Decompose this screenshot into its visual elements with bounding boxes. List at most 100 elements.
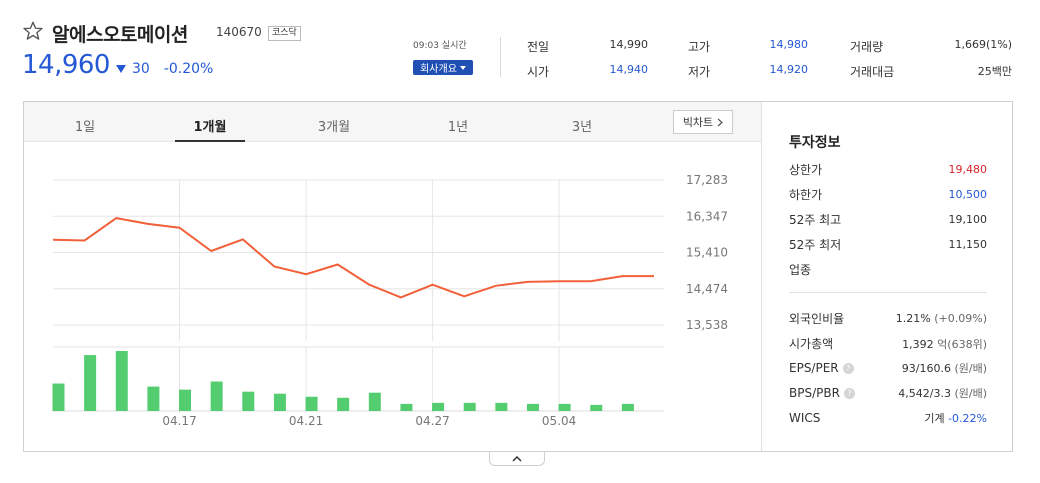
tab-1month[interactable]: 1개월 [193,120,227,135]
invest-label: 하한가 [789,188,823,202]
invest-row-foreign-ratio: 외국인비율 1.21% (+0.09%) [789,310,987,327]
summary-label-volume: 거래량 [850,40,884,54]
bps-pbr-value: 4,542/3.3 [898,387,951,400]
volume-bar [305,396,318,411]
invest-label: 시가총액 [789,337,834,351]
summary-label-high: 고가 [688,40,711,54]
bps-pbr-unit: (원/배) [954,387,987,400]
volume-bar [495,402,508,411]
volume-bar [273,393,286,411]
price-line [52,217,654,299]
invest-label: 외국인비율 [789,312,845,326]
invest-row-upper-limit: 상한가 19,480 [789,161,987,178]
volume-bar [179,389,192,411]
volume-bar [242,391,255,411]
invest-row-lower-limit: 하한가 10,500 [789,186,987,203]
x-tick-label: 04.17 [162,414,196,428]
x-tick-label: 04.27 [415,414,449,428]
invest-row-market-cap: 시가총액 1,392 억(638위) [789,335,987,352]
active-tab-underline [175,140,245,142]
invest-value: 10,500 [948,188,988,201]
x-tick-label: 05.04 [542,414,576,428]
side-divider [761,102,762,451]
volume-bar [463,402,476,411]
foreign-ratio-value: 1.21% [895,312,931,325]
volume-bar [558,403,571,411]
summary-label-trade-value: 거래대금 [850,65,895,79]
foreign-ratio-change: (+0.09%) [934,312,987,325]
help-icon[interactable]: ? [843,388,855,399]
caret-down-icon [459,65,466,70]
collapse-toggle[interactable] [489,452,545,466]
volume-bar [526,403,539,411]
tab-3year[interactable]: 3년 [571,120,593,135]
current-price: 14,960 [22,50,110,80]
help-icon[interactable]: ? [842,363,854,374]
market-badge: 코스닥 [268,26,301,41]
volume-bar [115,351,128,411]
y-tick-label: 14,474 [686,282,728,296]
summary-value-open: 14,940 [609,63,649,76]
big-chart-label: 빅차트 [682,116,714,129]
x-tick-label: 04.21 [289,414,323,428]
summary-value-trade-value: 25백만 [977,65,1012,78]
down-triangle-icon [116,65,126,73]
invest-row-eps-per: EPS/PER? 93/160.6 (원/배) [789,360,987,376]
chevron-up-icon [512,455,522,462]
y-tick-label: 13,538 [686,318,728,332]
invest-row-wics: WICS 기계 -0.22% [789,410,987,426]
volume-bar [432,402,445,411]
stock-name: 알에스오토메이션 [52,24,188,46]
invest-value: 11,150 [948,238,988,251]
summary-value-prev-close: 14,990 [609,38,649,51]
summary-value-low: 14,920 [769,63,809,76]
volume-bar [400,403,413,411]
invest-value: 19,480 [948,163,988,176]
summary-label-prev-close: 전일 [527,40,550,54]
market-cap-rank: (638위) [947,337,987,351]
wics-sector[interactable]: 기계 [924,412,945,425]
invest-value: 19,100 [948,213,988,226]
volume-bar [337,397,350,411]
invest-label: 52주 최저 [789,238,842,252]
volume-bar [590,404,603,411]
summary-label-low: 저가 [688,65,711,79]
invest-label: WICS [789,411,821,425]
big-chart-button[interactable]: 빅차트 [673,110,733,134]
invest-separator [789,292,987,293]
favorite-star-icon[interactable] [22,20,44,42]
volume-bar [621,403,634,411]
invest-label: 52주 최고 [789,213,842,227]
chart-panel [23,101,1013,452]
volume-bar [210,381,223,411]
volume-bar [368,392,381,411]
market-cap-unit: 억 [937,337,948,351]
volume-bar [84,355,97,411]
eps-per-unit: (원/배) [954,362,987,375]
company-overview-button[interactable]: 회사개요 [413,60,473,75]
invest-label: 업종 [789,263,812,277]
stock-code: 140670 [216,25,262,39]
invest-label: BPS/PBR [789,386,840,400]
volume-bar [52,383,65,411]
change-amount: 30 [132,61,150,77]
chevron-right-icon [717,118,724,126]
company-overview-label: 회사개요 [420,64,457,75]
y-tick-label: 17,283 [686,173,728,187]
invest-label: EPS/PER [789,361,839,375]
wics-rate: -0.22% [948,412,987,425]
y-tick-label: 16,347 [686,209,728,223]
eps-per-value: 93/160.6 [901,362,951,375]
summary-value-volume: 1,669(1%) [954,38,1012,51]
summary-value-high: 14,980 [769,38,809,51]
price-chart: 17,283 16,347 15,410 14,474 13,538 04.17 04.21… [52,173,728,428]
invest-row-bps-pbr: BPS/PBR? 4,542/3.3 (원/배) [789,385,987,401]
invest-info-title: 투자정보 [789,135,841,151]
y-tick-label: 15,410 [686,246,728,260]
summary-label-open: 시가 [527,65,550,79]
invest-row-industry: 업종 [789,261,987,278]
tab-1year[interactable]: 1년 [447,120,469,135]
tab-3month[interactable]: 3개월 [317,120,351,135]
invest-row-52w-high: 52주 최고 19,100 [789,211,987,228]
tab-1day[interactable]: 1일 [74,120,96,135]
